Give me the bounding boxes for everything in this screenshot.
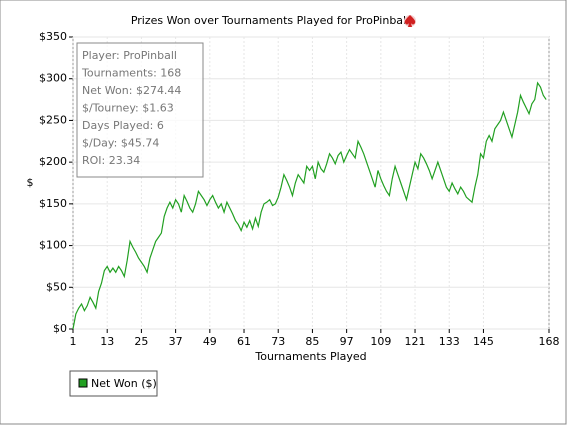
- info-line: Player: ProPinball: [82, 49, 177, 62]
- x-tick-label: 25: [134, 335, 148, 348]
- y-tick-label: $200: [39, 155, 67, 168]
- x-tick-label: 73: [271, 335, 285, 348]
- info-line: ROI: 23.34: [82, 154, 140, 167]
- y-tick-label: $150: [39, 197, 67, 210]
- x-tick-label: 145: [473, 335, 494, 348]
- x-tick-label: 13: [100, 335, 114, 348]
- x-tick-label: 97: [340, 335, 354, 348]
- y-tick-label: $300: [39, 72, 67, 85]
- x-tick-label: 168: [539, 335, 560, 348]
- y-tick-label: $100: [39, 239, 67, 252]
- info-line: Tournaments: 168: [81, 67, 181, 80]
- x-tick-label: 109: [370, 335, 391, 348]
- info-box-frame: [76, 42, 204, 178]
- info-line: Net Won: $274.44: [82, 84, 181, 97]
- info-line: Days Played: 6: [82, 119, 164, 132]
- y-tick-label: $350: [39, 30, 67, 43]
- info-line: $/Day: $45.74: [82, 137, 159, 150]
- x-tick-label: 37: [169, 335, 183, 348]
- x-tick-label: 49: [203, 335, 217, 348]
- x-tick-label: 121: [405, 335, 426, 348]
- line-series: [72, 81, 547, 330]
- y-tick-label: $250: [39, 113, 67, 126]
- info-line: $/Tourney: $1.63: [82, 102, 174, 115]
- x-axis-label: Tournaments Played: [254, 350, 366, 363]
- x-tick-label: 133: [439, 335, 460, 348]
- legend-label: Net Won ($): [91, 377, 157, 390]
- x-tick-label: 61: [237, 335, 251, 348]
- y-tick-label: $0: [53, 322, 67, 335]
- chart-title: Prizes Won over Tournaments Played for P…: [131, 14, 409, 27]
- spade-icon: [404, 15, 416, 27]
- y-axis-label: $: [27, 176, 34, 189]
- x-tick-label: 1: [70, 335, 77, 348]
- info-box: Player: ProPinball Tournaments: 168 Net Wo…: [76, 42, 204, 178]
- x-tick-label: 85: [305, 335, 319, 348]
- legend-swatch: [78, 378, 88, 388]
- y-tick-label: $50: [46, 280, 67, 293]
